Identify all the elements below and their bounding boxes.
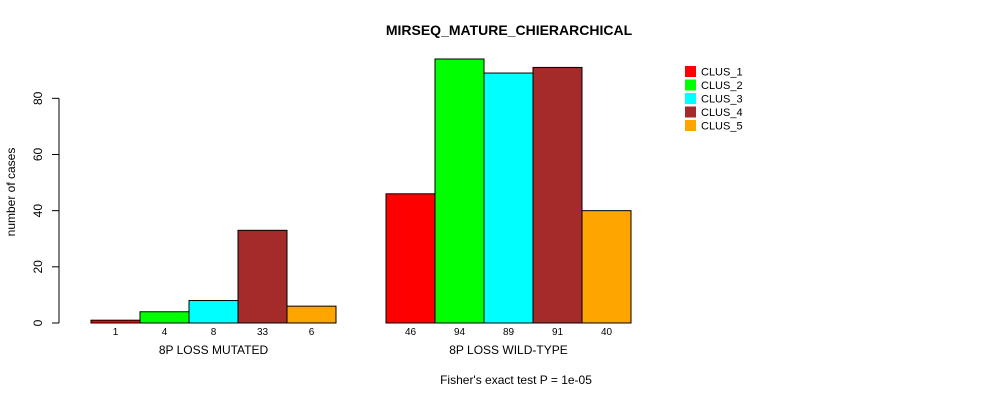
bar-group: 1 4 8 33 6 8P LOSS MUTATED [90, 229, 337, 357]
bar-value-label: 91 [552, 327, 564, 338]
bar [385, 193, 436, 324]
bar-value-label: 4 [162, 327, 168, 338]
legend-label: CLUS_4 [701, 107, 743, 119]
bar-value-label: 94 [454, 327, 466, 338]
y-tick-label: 80 [31, 91, 45, 105]
legend-item: CLUS_2 [685, 79, 743, 92]
legend-label: CLUS_2 [701, 80, 743, 92]
bar-value-label: 1 [113, 327, 119, 338]
bar [139, 311, 190, 324]
legend-label: CLUS_1 [701, 67, 743, 79]
legend-swatch [685, 66, 696, 77]
bar [286, 305, 337, 324]
bar-value-label: 33 [257, 327, 269, 338]
bar-value-label: 6 [309, 327, 315, 338]
y-tick-label: 60 [31, 147, 45, 161]
y-tick-label: 40 [31, 204, 45, 218]
bar [532, 66, 583, 324]
legend-swatch [685, 120, 696, 131]
legend-item: CLUS_5 [685, 120, 743, 133]
bar [237, 229, 288, 324]
category-label: 8P LOSS WILD-TYPE [449, 343, 567, 357]
chart-title: MIRSEQ_MATURE_CHIERARCHICAL [386, 22, 633, 38]
y-axis-ticks: 0 20 40 60 80 [31, 91, 59, 326]
bar-value-label: 46 [405, 327, 417, 338]
bar-value-label: 8 [211, 327, 217, 338]
y-tick-label: 0 [31, 319, 45, 326]
bar [434, 58, 485, 324]
bar-groups: 1 4 8 33 6 8P LOSS MUTATED 46 94 89 91 40 8P LOSS W… [90, 58, 632, 357]
legend-swatch [685, 93, 696, 104]
legend-swatch [685, 106, 696, 118]
bar-value-label: 40 [601, 327, 613, 338]
legend-label: CLUS_5 [701, 121, 743, 133]
legend-swatch [685, 79, 696, 91]
legend-item: CLUS_3 [685, 93, 743, 106]
bar [90, 319, 141, 324]
bar [188, 300, 239, 324]
legend-item: CLUS_1 [685, 66, 743, 79]
bar-group: 46 94 89 91 40 8P LOSS WILD-TYPE [385, 58, 632, 357]
fisher-test-footer: Fisher's exact test P = 1e-05 [440, 373, 592, 387]
y-axis-label: number of cases [4, 148, 18, 237]
bar-value-label: 89 [503, 327, 515, 338]
category-label: 8P LOSS MUTATED [159, 343, 269, 357]
legend-label: CLUS_3 [701, 94, 743, 106]
bar [581, 210, 632, 324]
bar [483, 72, 534, 324]
legend-item: CLUS_4 [685, 106, 743, 119]
y-tick-label: 20 [31, 260, 45, 274]
